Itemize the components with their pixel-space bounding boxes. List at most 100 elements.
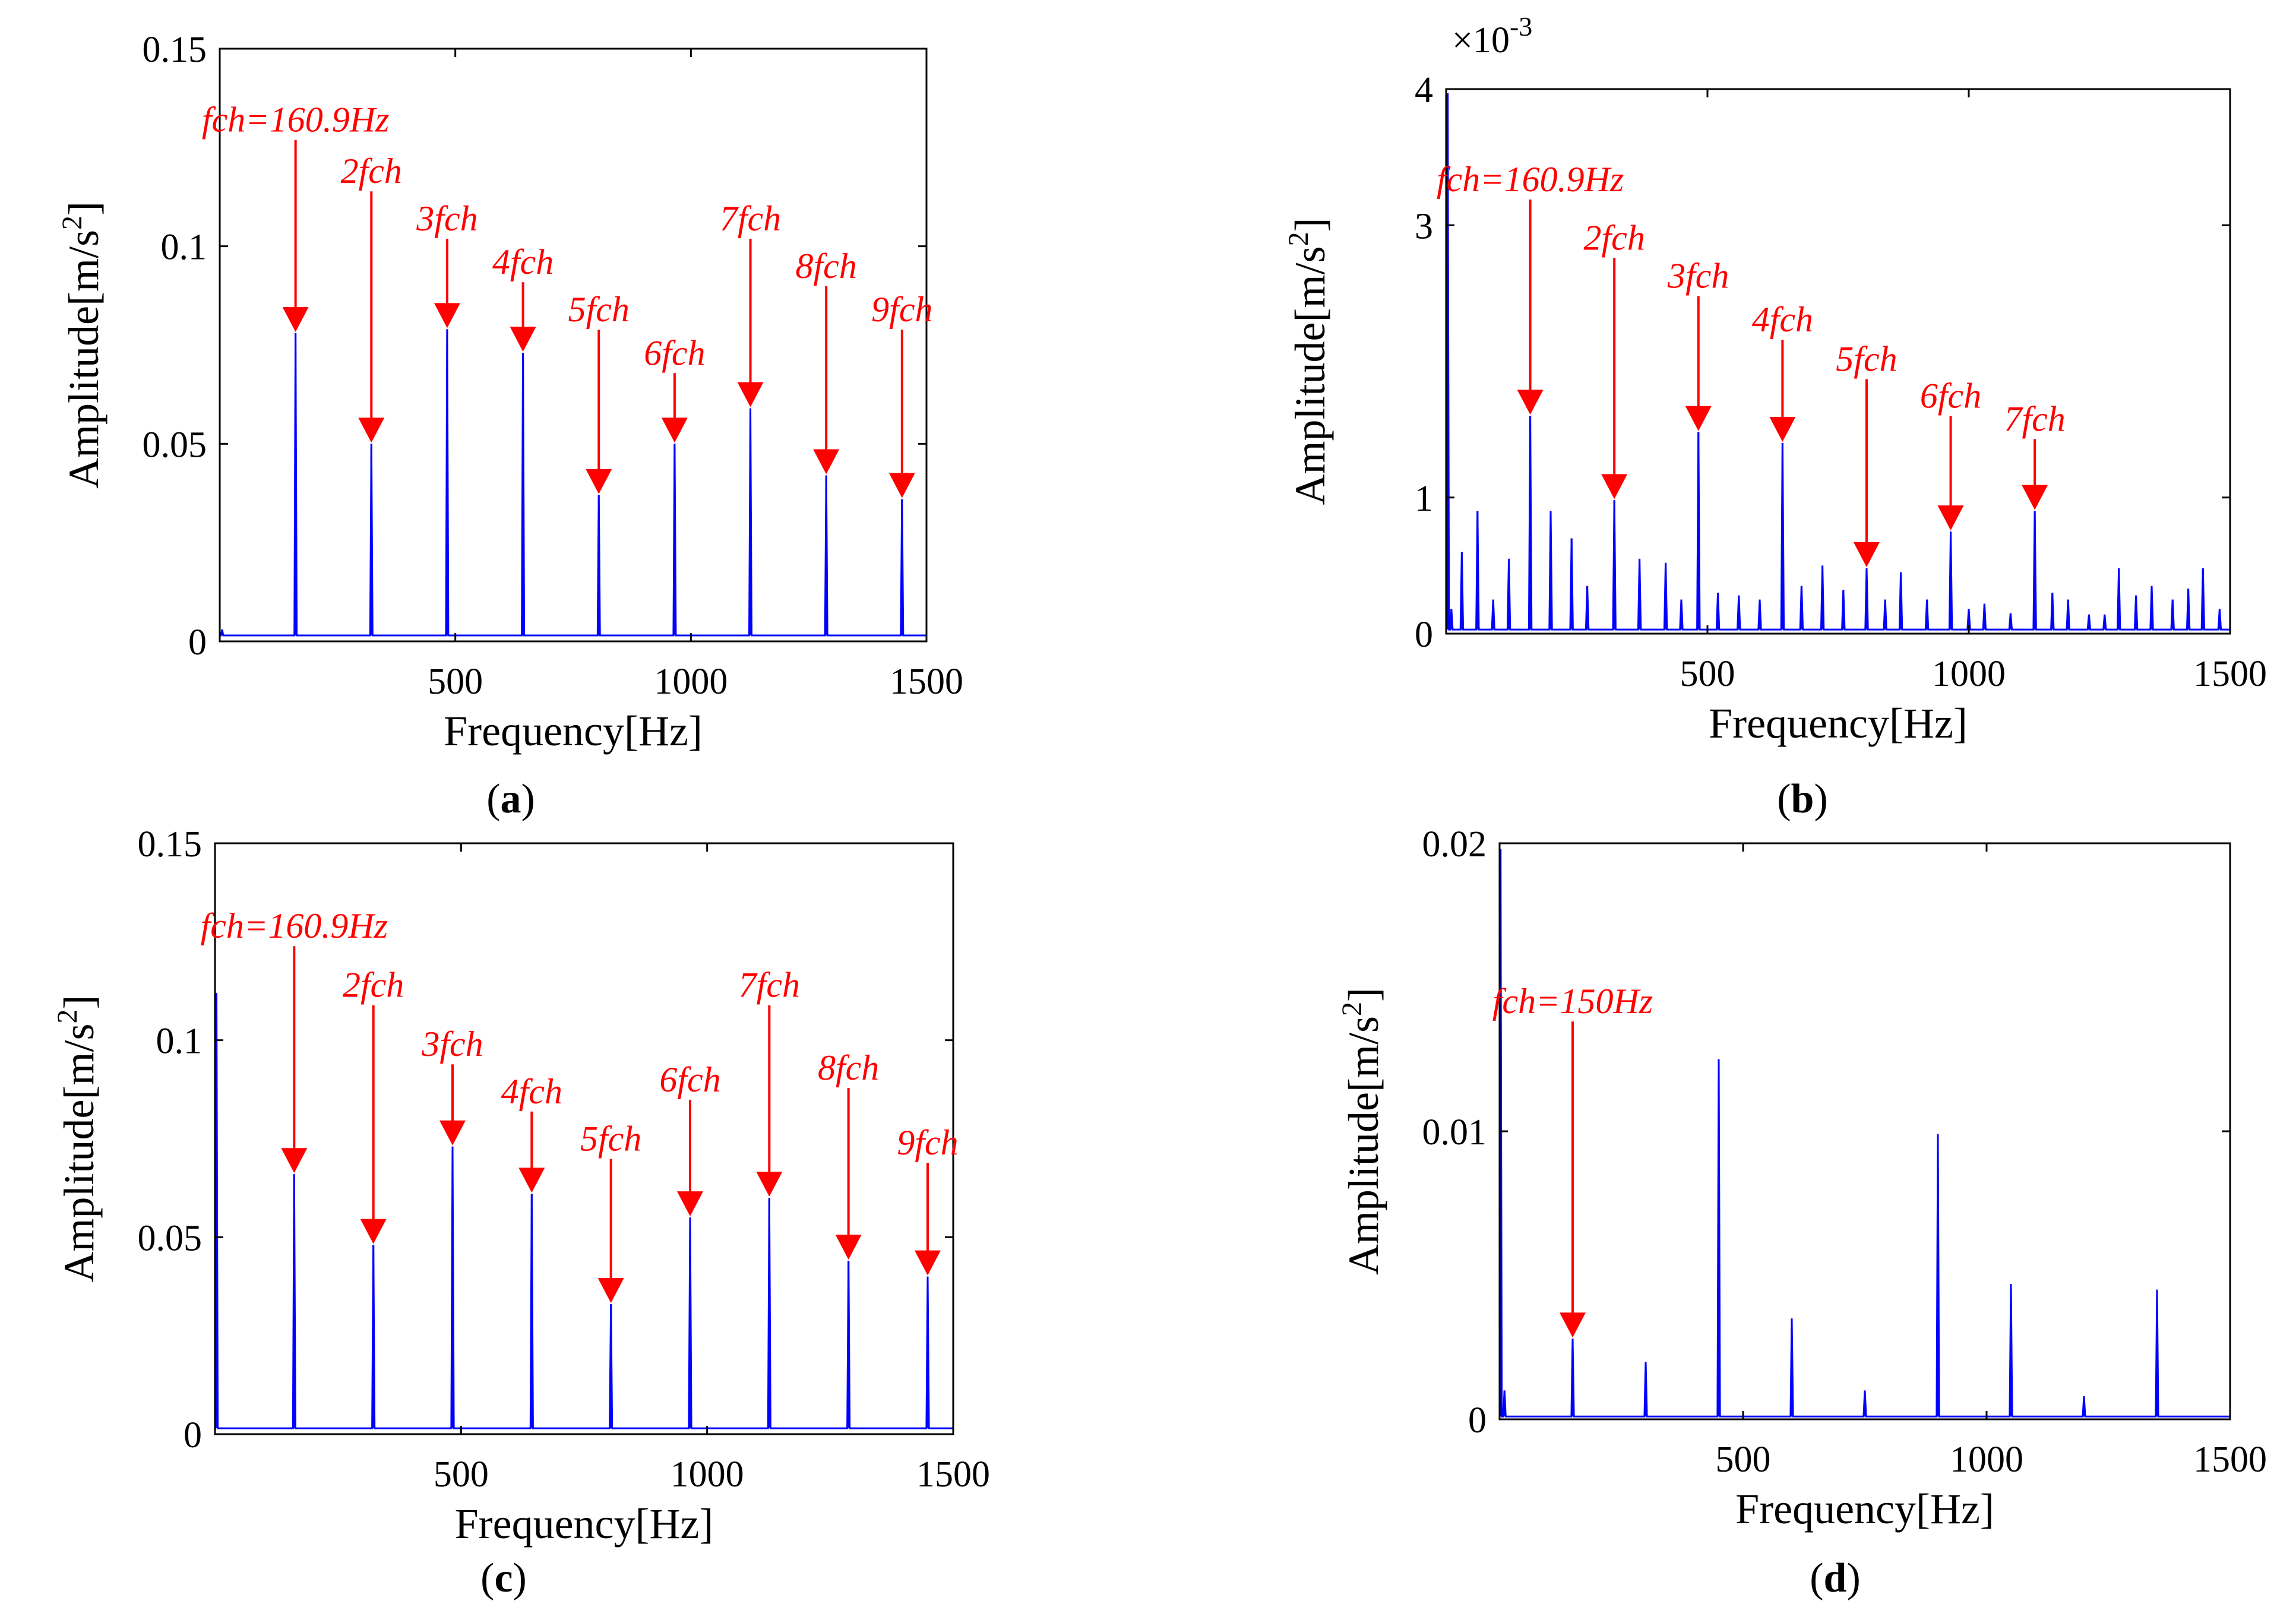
harmonic-annotation-label: 3fch	[416, 199, 477, 238]
panel-label-close: )	[521, 776, 535, 822]
axes-frame	[214, 842, 954, 1435]
harmonic-annotation-label: 4fch	[492, 242, 554, 281]
panel-label-letter: d	[1824, 1555, 1847, 1601]
harmonic-annotation-arrowhead	[1769, 417, 1796, 442]
harmonic-annotation-arrowhead	[281, 1148, 308, 1173]
y-axis-label-main: Amplitude[m/s	[1340, 1016, 1387, 1275]
harmonic-annotation-label: 5fch	[1836, 340, 1897, 379]
subplot-c: 500 1000 1500 0 0.05 0.1 0.15 Frequency[Hz] Ampl…	[52, 824, 990, 1601]
spectrum-line	[1498, 849, 2230, 1418]
y-axis-label-end: ]	[1286, 218, 1334, 232]
harmonic-annotation-arrowhead	[835, 1235, 862, 1260]
y-tick-label: 0.05	[138, 1218, 203, 1258]
harmonic-annotation-label: 2fch	[1584, 219, 1645, 258]
y-axis-label-superscript: 2	[56, 216, 88, 230]
y-tick-label: 0.05	[143, 425, 207, 465]
panel-label-letter: b	[1791, 776, 1814, 822]
panel-label-letter: a	[501, 776, 521, 822]
x-tick-label: 500	[434, 1454, 489, 1495]
harmonic-annotation-label: 6fch	[644, 333, 705, 372]
y-axis-label-end: ]	[1340, 988, 1387, 1002]
spectrum-line	[220, 329, 926, 637]
y-tick-label: 0	[184, 1415, 202, 1456]
x-tick-label: 1500	[890, 662, 963, 702]
harmonic-annotation-arrowhead	[518, 1168, 545, 1193]
spectrum-line	[1445, 93, 2230, 631]
harmonic-annotation-arrowhead	[360, 1219, 387, 1244]
y-multiplier-exponent: -3	[1510, 11, 1532, 42]
panel-label-open: (	[486, 776, 500, 822]
harmonic-annotation-arrowhead	[1685, 406, 1712, 431]
y-tick-label: 0	[1415, 615, 1433, 655]
harmonic-annotation-label: 6fch	[659, 1060, 720, 1099]
harmonic-annotation-arrowhead	[510, 327, 536, 352]
axes-frame	[219, 48, 928, 643]
y-axis-label-end: ]	[60, 201, 107, 216]
harmonic-annotation-label: fch=160.9Hz	[1437, 160, 1624, 199]
y-tick-label: 0.1	[156, 1021, 203, 1062]
panel-label-close: )	[1846, 1555, 1860, 1601]
harmonic-annotation-label: 7fch	[720, 199, 781, 238]
x-axis-label: Frequency[Hz]	[1735, 1485, 1994, 1533]
x-tick-label: 1000	[1932, 654, 2006, 694]
harmonic-annotation-label: fch=160.9Hz	[202, 100, 389, 140]
x-tick-label: 500	[1680, 654, 1735, 694]
harmonic-annotation-label: 7fch	[2004, 399, 2065, 438]
y-tick-label: 1	[1415, 479, 1433, 519]
harmonic-annotation-label: 5fch	[568, 290, 630, 329]
x-tick-label: 1000	[654, 662, 728, 702]
harmonic-annotation-arrowhead	[597, 1278, 624, 1304]
harmonic-annotation-arrowhead	[282, 307, 309, 333]
panel-label: (d)	[1810, 1555, 1861, 1601]
x-tick-label: 1000	[1950, 1439, 2023, 1480]
harmonic-annotation-arrowhead	[1560, 1312, 1586, 1338]
harmonic-annotation-arrowhead	[1517, 390, 1544, 415]
panel-label-open: (	[1810, 1555, 1823, 1601]
y-tick-label: 0.1	[161, 227, 207, 268]
harmonic-annotation-label: 6fch	[1920, 376, 1981, 415]
x-tick-label: 500	[1716, 1439, 1771, 1480]
harmonic-annotation-arrowhead	[756, 1172, 783, 1197]
harmonic-annotation-arrowhead	[586, 469, 612, 494]
y-axis-label-superscript: 2	[1336, 1002, 1368, 1016]
panel-label-open: (	[480, 1555, 494, 1601]
y-axis-label-superscript: 2	[52, 1010, 83, 1024]
harmonic-annotation-arrowhead	[737, 382, 764, 407]
subplot-b: 500 1000 1500 0 1 3 4 ×10-3 Frequency[Hz] Amplitu…	[1283, 11, 2267, 822]
y-tick-label: 0	[188, 622, 207, 663]
x-axis-label: Frequency[Hz]	[444, 707, 703, 755]
axes-frame	[1498, 842, 2231, 1420]
harmonic-annotation-arrowhead	[434, 303, 460, 328]
harmonic-annotation-arrowhead	[2022, 485, 2048, 510]
harmonic-annotation-arrowhead	[914, 1250, 941, 1276]
harmonic-annotation-arrowhead	[439, 1120, 466, 1146]
x-tick-label: 1500	[2193, 654, 2267, 694]
y-axis-label: Amplitude[m/s2]	[56, 201, 107, 489]
subplot-d: 500 1000 1500 0 0.01 0.02 Frequency[Hz] Amplitu…	[1336, 824, 2267, 1601]
x-axis-label: Frequency[Hz]	[455, 1500, 714, 1548]
y-tick-label: 0.15	[143, 30, 207, 70]
y-axis-label: Amplitude[m/s2]	[1336, 988, 1387, 1275]
panel-label: (c)	[480, 1555, 527, 1601]
harmonic-annotation-arrowhead	[676, 1191, 703, 1217]
y-axis-label-main: Amplitude[m/s	[60, 230, 107, 489]
panel-label: (b)	[1777, 776, 1828, 822]
harmonic-annotation-label: 5fch	[580, 1119, 641, 1158]
x-tick-label: 500	[428, 662, 483, 702]
harmonic-annotation-arrowhead	[888, 473, 915, 498]
y-axis-label-superscript: 2	[1283, 232, 1314, 246]
harmonic-annotation-label: fch=160.9Hz	[201, 906, 388, 945]
harmonic-annotation-label: 3fch	[421, 1024, 483, 1064]
y-tick-label: 0.15	[138, 824, 203, 865]
harmonic-annotation-label: 3fch	[1667, 257, 1729, 296]
harmonic-annotation-label: 4fch	[501, 1072, 562, 1111]
y-axis-label-main: Amplitude[m/s	[55, 1024, 103, 1283]
y-tick-label: 3	[1415, 206, 1433, 246]
panel-label-letter: c	[494, 1555, 513, 1601]
harmonic-annotation-label: 9fch	[897, 1123, 958, 1162]
x-tick-label: 1500	[2193, 1439, 2267, 1480]
y-tick-label: 4	[1415, 70, 1433, 110]
harmonic-annotation-label: 2fch	[343, 966, 404, 1005]
subplot-a: 500 1000 1500 0 0.05 0.1 0.15 Frequency[Hz] Ampl…	[56, 30, 963, 822]
